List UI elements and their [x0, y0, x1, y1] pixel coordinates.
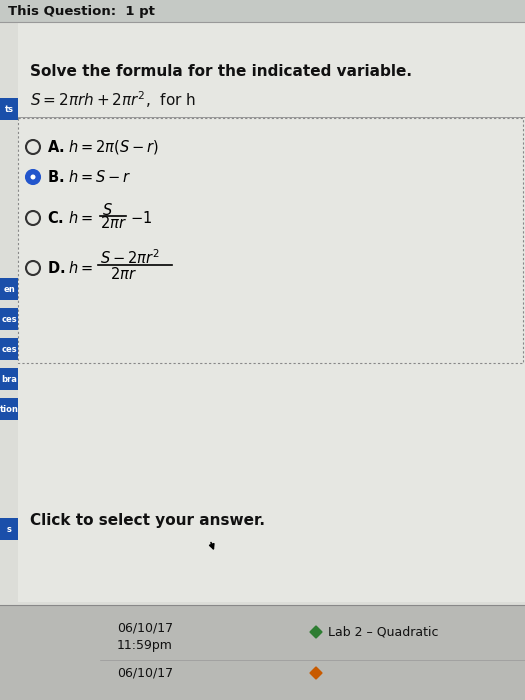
- Text: $h = 2\pi(S-r)$: $h = 2\pi(S-r)$: [68, 138, 159, 156]
- Bar: [18, 118, 523, 363]
- Text: $S$: $S$: [102, 202, 113, 218]
- Text: 06/10/17: 06/10/17: [117, 622, 173, 634]
- Text: s: s: [6, 524, 12, 533]
- Bar: [0, 368, 18, 390]
- Circle shape: [30, 174, 36, 179]
- Text: ts: ts: [5, 104, 14, 113]
- Bar: [0, 605, 525, 700]
- Text: $h =$: $h =$: [68, 260, 93, 276]
- Bar: [0, 98, 18, 120]
- Text: $h =$: $h =$: [68, 210, 93, 226]
- Text: ces: ces: [1, 344, 17, 354]
- Text: $h = S-r$: $h = S-r$: [68, 169, 131, 185]
- Text: Click to select your answer.: Click to select your answer.: [30, 512, 265, 528]
- Text: en: en: [3, 284, 15, 293]
- Circle shape: [26, 170, 40, 184]
- Text: Lab 2 – Quadratic: Lab 2 – Quadratic: [328, 626, 438, 638]
- Text: This Question:  1 pt: This Question: 1 pt: [8, 4, 155, 18]
- Bar: [0, 278, 18, 300]
- Text: $\mathbf{A.}$: $\mathbf{A.}$: [47, 139, 65, 155]
- Polygon shape: [310, 667, 322, 679]
- Text: $2\pi r$: $2\pi r$: [100, 215, 127, 231]
- Bar: [18, 22, 525, 602]
- Text: $\mathbf{B.}$: $\mathbf{B.}$: [47, 169, 64, 185]
- Text: 06/10/17: 06/10/17: [117, 666, 173, 680]
- Text: $- 1$: $- 1$: [130, 210, 152, 226]
- Text: $S - 2\pi r^2$: $S - 2\pi r^2$: [100, 248, 160, 267]
- Text: bra: bra: [1, 374, 17, 384]
- Text: $S = 2\pi rh + 2\pi r^2$,  for h: $S = 2\pi rh + 2\pi r^2$, for h: [30, 90, 196, 111]
- Polygon shape: [310, 626, 322, 638]
- Text: ces: ces: [1, 314, 17, 323]
- Text: $\mathbf{C.}$: $\mathbf{C.}$: [47, 210, 64, 226]
- Bar: [0, 398, 18, 420]
- Bar: [0, 518, 18, 540]
- Text: tion: tion: [0, 405, 18, 414]
- Text: $2\pi r$: $2\pi r$: [110, 266, 137, 282]
- Text: $\mathbf{D.}$: $\mathbf{D.}$: [47, 260, 65, 276]
- Bar: [0, 308, 18, 330]
- Bar: [0, 0, 525, 22]
- Text: Solve the formula for the indicated variable.: Solve the formula for the indicated vari…: [30, 64, 412, 80]
- Text: 11:59pm: 11:59pm: [117, 638, 173, 652]
- Bar: [0, 338, 18, 360]
